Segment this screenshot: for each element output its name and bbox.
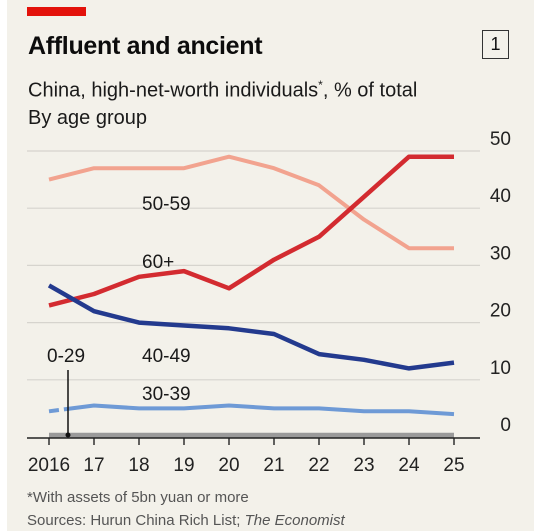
footnote: *With assets of 5bn yuan or more (27, 489, 249, 506)
y-tick-label: 30 (490, 243, 511, 264)
chart-subtitle-grouping: By age group (28, 107, 147, 129)
chart-subtitle: China, high-net-worth individuals*, % of… (28, 78, 417, 103)
series-label-0-29: 0-29 (47, 346, 85, 367)
subtitle-tail: , % of total (322, 79, 418, 102)
chart-number-badge: 1 (482, 30, 509, 59)
label-leader-dot (65, 432, 71, 438)
series-label-40-49: 40-49 (142, 346, 191, 367)
series-line-60-plus (48, 154, 454, 308)
series-line-50-59 (48, 154, 454, 251)
series-line-30-39 (48, 403, 455, 417)
sources-italic: The Economist (244, 512, 345, 529)
subtitle-mark: * (318, 78, 323, 92)
y-tick-label: 20 (490, 301, 511, 322)
x-tick-label: 19 (173, 455, 194, 476)
y-tick-label: 40 (490, 186, 511, 207)
series-label-30-39: 30-39 (142, 384, 191, 405)
brand-red-tab (27, 7, 86, 16)
series-line-40-49 (47, 283, 455, 371)
x-tick-label: 24 (398, 455, 420, 476)
sources: Sources: Hurun China Rich List; The Econ… (27, 512, 345, 529)
x-tick-label: 18 (128, 455, 149, 476)
x-tick-label: 20 (218, 455, 239, 476)
subtitle-main: China, high-net-worth individuals (28, 79, 319, 102)
y-tick-label: 50 (490, 129, 511, 150)
series-label-50-59: 50-59 (142, 194, 191, 215)
x-tick-label: 21 (263, 455, 284, 476)
x-tick-label: 17 (83, 455, 104, 476)
y-tick-label: 10 (490, 358, 511, 379)
x-tick-label: 25 (443, 455, 464, 476)
x-tick-label: 22 (308, 455, 329, 476)
chart-title: Affluent and ancient (28, 32, 263, 60)
x-tick-label: 2016 (28, 455, 70, 476)
x-tick-label: 23 (353, 455, 374, 476)
sources-prefix: Sources: Hurun China Rich List; (27, 512, 245, 529)
y-tick-label: 0 (500, 415, 511, 436)
series-label-60-plus: 60+ (142, 252, 174, 273)
